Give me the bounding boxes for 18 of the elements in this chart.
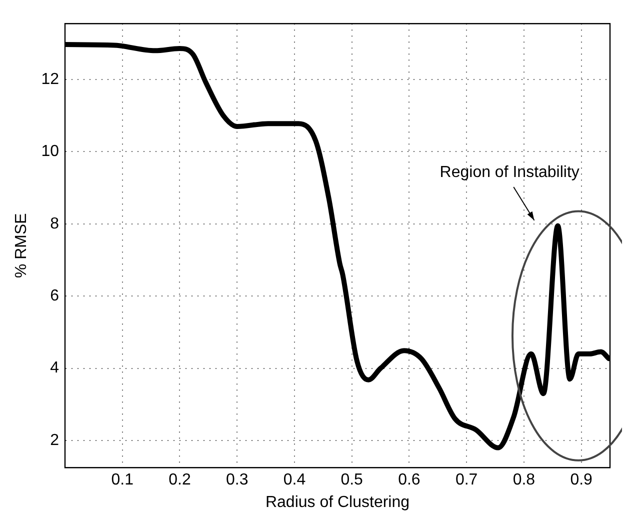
y-tick-label: 2 — [50, 432, 60, 449]
y-tick-label: 8 — [50, 215, 60, 232]
y-tick-label: 4 — [50, 360, 60, 377]
y-axis-title: % RMSE — [13, 213, 30, 278]
x-tick-label: 0.9 — [570, 472, 593, 489]
x-tick-label: 0.5 — [340, 472, 364, 489]
x-axis-title: Radius of Clustering — [265, 494, 410, 511]
y-tick-label: 6 — [50, 288, 60, 305]
annotation: Region of Instability — [440, 164, 580, 182]
x-tick-label: 0.2 — [168, 472, 191, 489]
x-tick-label: 0.4 — [283, 472, 306, 489]
x-tick-label: 0.6 — [398, 472, 420, 489]
x-tick-label: 0.1 — [111, 472, 134, 489]
x-tick-label: 0.8 — [512, 472, 536, 489]
x-tick-label: 0.7 — [455, 472, 478, 489]
y-tick-label: 10 — [41, 143, 60, 160]
x-tick-label: 0.3 — [226, 472, 248, 489]
y-tick-label: 12 — [41, 70, 60, 88]
